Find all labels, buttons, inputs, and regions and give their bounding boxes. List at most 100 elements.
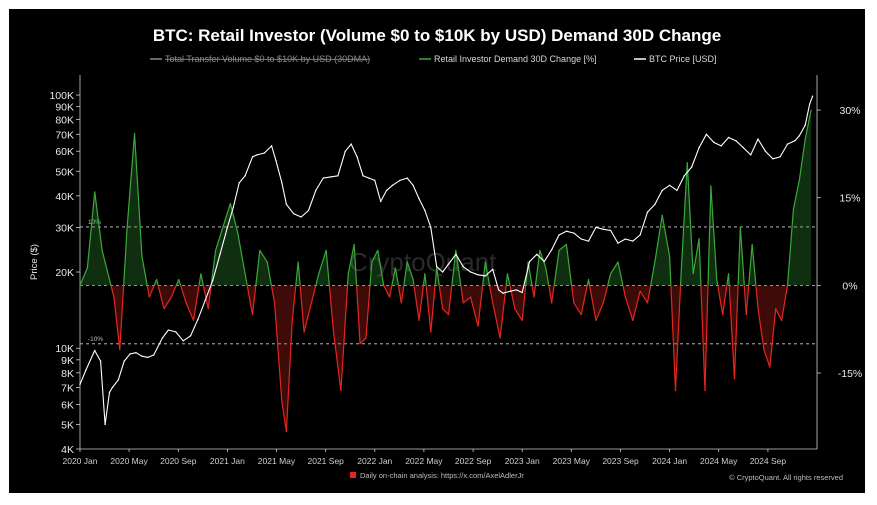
demand-point xyxy=(133,132,136,135)
x-tick-label: 2020 Jan xyxy=(63,456,98,466)
demand-point xyxy=(365,337,367,339)
demand-line-segment xyxy=(325,250,330,286)
price-point xyxy=(742,146,744,149)
demand-point xyxy=(178,278,180,281)
demand-line-segment xyxy=(192,285,200,321)
price-point xyxy=(424,209,426,212)
demand-point xyxy=(639,290,641,292)
price-point xyxy=(379,200,382,203)
demand-line-segment xyxy=(763,349,771,368)
demand-line-segment xyxy=(639,290,648,304)
demand-point xyxy=(533,296,535,298)
price-point xyxy=(617,242,619,244)
demand-point xyxy=(400,302,402,304)
price-point xyxy=(111,386,114,389)
reference-line-label: -10% xyxy=(88,336,103,343)
price-point xyxy=(720,145,722,147)
price-point xyxy=(654,203,656,206)
demand-area-segment xyxy=(127,133,135,286)
demand-point xyxy=(727,273,730,275)
demand-line-segment xyxy=(303,302,312,333)
demand-point xyxy=(739,226,741,228)
demand-line-segment xyxy=(210,250,217,286)
demand-line-segment xyxy=(353,244,358,286)
demand-area-segment xyxy=(805,110,812,286)
demand-line-segment xyxy=(391,267,397,286)
demand-point xyxy=(595,319,597,322)
price-point xyxy=(565,230,568,232)
demand-line-segment xyxy=(558,243,567,251)
demand-point xyxy=(377,249,379,251)
price-point xyxy=(182,340,184,342)
x-tick-label: 2022 Sep xyxy=(455,456,492,466)
price-point xyxy=(374,179,376,182)
demand-point xyxy=(565,243,568,246)
demand-point xyxy=(303,331,305,333)
demand-line-segment xyxy=(548,285,553,304)
price-point xyxy=(293,212,295,215)
price-point xyxy=(94,349,96,352)
demand-point xyxy=(371,261,373,263)
demand-point xyxy=(192,319,195,322)
price-point xyxy=(406,177,408,179)
x-tick-label: 2020 Sep xyxy=(160,456,197,466)
demand-line-segment xyxy=(674,285,682,391)
demand-area-segment xyxy=(625,285,633,321)
price-point xyxy=(350,143,352,145)
x-tick-label: 2022 Jan xyxy=(357,456,392,466)
demand-line-segment xyxy=(488,285,494,304)
demand-line-segment xyxy=(602,285,609,304)
demand-line-segment xyxy=(123,226,128,286)
left-tick-label: 20K xyxy=(55,267,74,279)
demand-area-segment xyxy=(94,191,103,286)
demand-line-segment xyxy=(737,226,741,286)
demand-point xyxy=(514,308,516,310)
demand-point xyxy=(94,191,96,193)
demand-point xyxy=(229,202,231,205)
demand-line-segment xyxy=(222,203,231,228)
price-point xyxy=(270,145,273,147)
demand-line-segment xyxy=(792,180,800,210)
x-tick-label: 2023 May xyxy=(553,456,591,466)
demand-line-segment xyxy=(622,285,626,298)
demand-point xyxy=(200,273,202,275)
demand-line-segment xyxy=(285,320,293,432)
demand-line-segment xyxy=(727,273,730,286)
demand-point xyxy=(674,389,677,392)
demand-point xyxy=(751,243,753,246)
demand-line-segment xyxy=(355,285,361,344)
price-point xyxy=(661,189,663,192)
price-point xyxy=(232,206,234,209)
demand-line-segment xyxy=(347,244,355,274)
demand-line-segment xyxy=(157,285,165,309)
demand-point xyxy=(499,337,501,339)
demand-line-segment xyxy=(340,285,349,391)
demand-line-segment xyxy=(717,285,724,315)
demand-line-segment xyxy=(266,261,272,286)
price-point xyxy=(632,240,634,242)
demand-line-segment xyxy=(365,285,371,339)
demand-line-segment xyxy=(425,285,432,333)
price-point xyxy=(263,152,265,154)
demand-point xyxy=(551,302,553,304)
demand-line-segment xyxy=(383,285,391,298)
price-point xyxy=(129,353,131,355)
demand-point xyxy=(237,232,239,234)
price-point xyxy=(189,335,192,337)
price-point xyxy=(244,175,246,177)
demand-point xyxy=(347,273,349,275)
demand-point xyxy=(442,308,444,310)
demand-line-segment xyxy=(413,285,420,321)
right-tick-label: 15% xyxy=(839,193,860,205)
demand-point xyxy=(281,401,283,403)
demand-area-segment xyxy=(281,285,287,432)
demand-line-segment xyxy=(424,273,427,286)
demand-area-segment xyxy=(758,285,764,350)
x-tick-label: 2022 May xyxy=(405,456,443,466)
demand-line-segment xyxy=(156,279,159,286)
price-point xyxy=(698,146,700,149)
price-point xyxy=(204,299,206,301)
demand-point xyxy=(698,238,700,240)
price-point xyxy=(492,268,494,271)
demand-line-segment xyxy=(707,186,712,286)
